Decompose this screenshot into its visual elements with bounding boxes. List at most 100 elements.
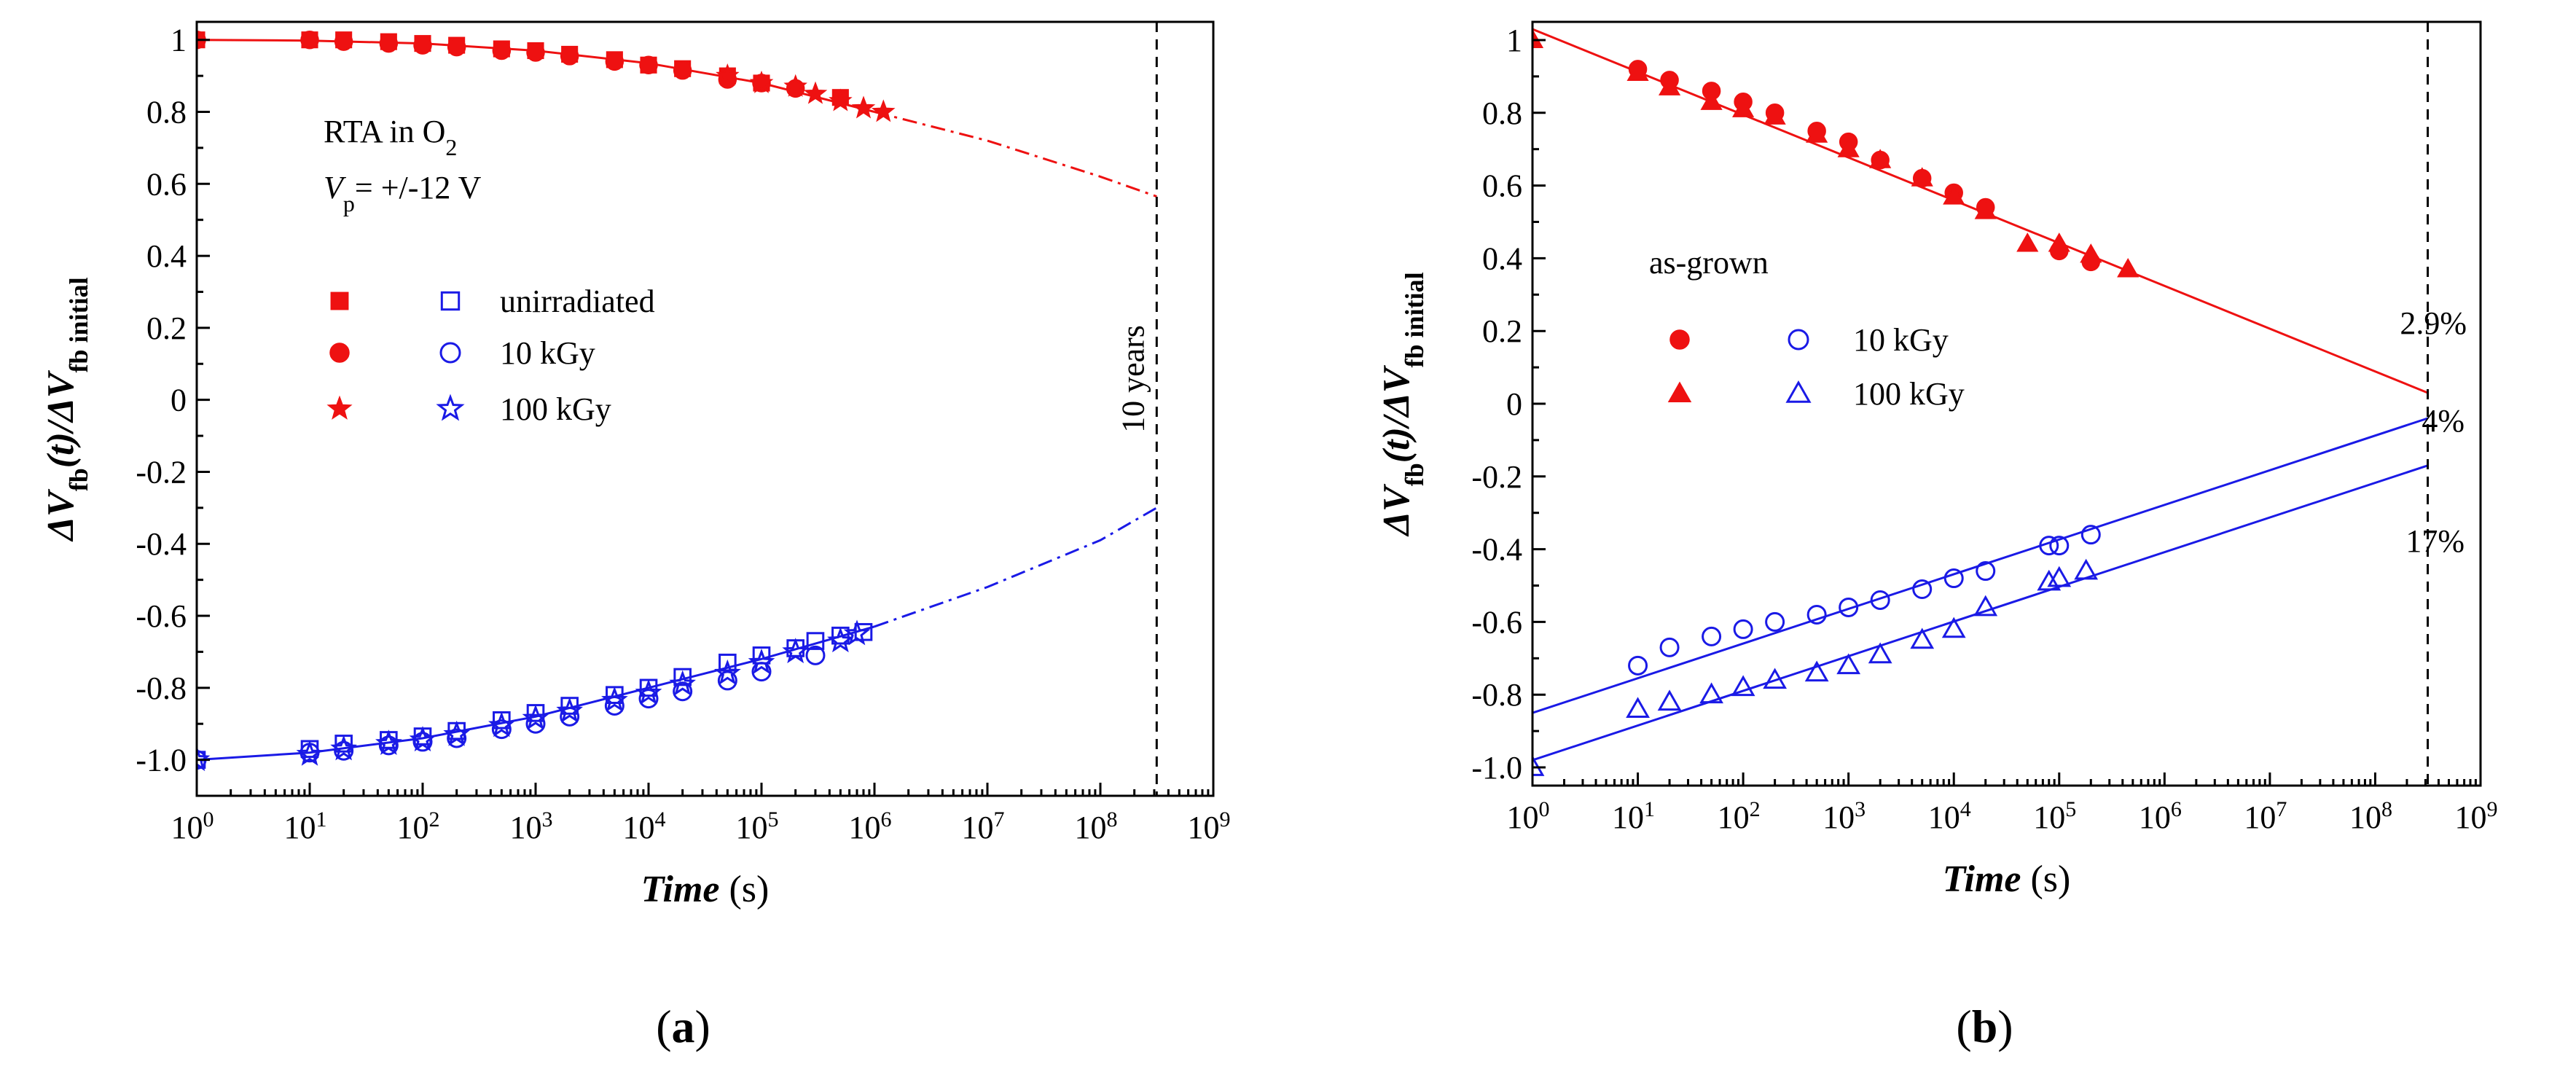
data-point bbox=[1839, 597, 1859, 617]
data-point bbox=[1628, 655, 1648, 676]
data-point bbox=[1976, 561, 1996, 582]
y-tick-label: 1 bbox=[1506, 23, 1522, 58]
data-point bbox=[560, 47, 579, 66]
fit-line bbox=[1532, 464, 2428, 762]
y-tick-label: -0.8 bbox=[1471, 677, 1522, 713]
x-tick-label: 107 bbox=[2244, 797, 2287, 836]
data-point bbox=[2048, 232, 2070, 252]
x-tick-label: 100 bbox=[1507, 797, 1550, 836]
data-point bbox=[803, 81, 828, 104]
data-point bbox=[806, 632, 825, 650]
panel-b-labels: Time (s) ΔVfb(t)/ΔVfb initial (b) as-grown 2… bbox=[1376, 245, 2467, 1052]
data-point bbox=[1657, 689, 1682, 711]
data-point bbox=[1870, 590, 1890, 610]
data-point bbox=[447, 728, 467, 748]
panel-b-legend: 10 kGy 100 kGy bbox=[1667, 322, 1965, 412]
y-tick-label: 0.4 bbox=[146, 238, 187, 274]
y-tick-label: -1.0 bbox=[1471, 750, 1522, 786]
legend-marker-open bbox=[436, 394, 465, 421]
panel-a-marks bbox=[197, 22, 1158, 796]
x-tick-label: 102 bbox=[1718, 797, 1761, 836]
ten-years-label: 10 years bbox=[1115, 325, 1151, 433]
data-point bbox=[409, 726, 436, 752]
x-tick-label: 108 bbox=[1075, 807, 1118, 846]
x-axis-label: Time (s) bbox=[1943, 858, 2071, 900]
data-point bbox=[2047, 566, 2072, 587]
x-tick-label: 106 bbox=[849, 807, 892, 846]
y-tick-label: -0.2 bbox=[136, 454, 187, 490]
data-point bbox=[783, 74, 807, 97]
data-point bbox=[843, 619, 871, 646]
y-axis-label: ΔVfb(t)/ΔVfb initial bbox=[1376, 272, 1429, 536]
data-point bbox=[1532, 28, 1544, 49]
x-axis-label: Time (s) bbox=[641, 869, 770, 910]
data-point bbox=[714, 659, 741, 685]
x-tick-label: 108 bbox=[2349, 797, 2392, 836]
data-point bbox=[2037, 569, 2062, 591]
data-point bbox=[751, 662, 772, 682]
data-point bbox=[1836, 653, 1861, 675]
x-tick-label: 104 bbox=[623, 807, 666, 846]
data-point bbox=[1659, 637, 1680, 657]
data-point bbox=[673, 60, 692, 80]
legend-label: 100 kGy bbox=[500, 391, 611, 427]
data-point bbox=[1658, 76, 1681, 95]
y-tick-label: 0.6 bbox=[1482, 168, 1522, 204]
panel-b-axes: 100 101 102 103 104 105 106 107 108 109 1 0.8 0.6 0.4… bbox=[1471, 20, 2498, 836]
y-tick-label: 0.2 bbox=[146, 310, 187, 346]
legend-label: 100 kGy bbox=[1853, 376, 1965, 412]
data-point bbox=[719, 653, 737, 672]
data-point bbox=[1532, 755, 1545, 776]
data-point bbox=[1973, 595, 1998, 617]
panel-b-marks bbox=[1532, 22, 2430, 786]
y-tick-label: 1 bbox=[171, 23, 187, 58]
data-point bbox=[716, 63, 740, 86]
data-point bbox=[1731, 675, 1755, 697]
data-point bbox=[871, 99, 896, 122]
data-point bbox=[673, 681, 693, 702]
data-point bbox=[1626, 697, 1650, 719]
data-point bbox=[1911, 167, 1933, 187]
data-point bbox=[1943, 185, 1965, 205]
panel-label: (b) bbox=[1956, 1001, 2013, 1052]
data-point bbox=[491, 719, 512, 740]
data-point bbox=[447, 37, 466, 57]
panel-a-labels: Time (s) ΔVfb(t)/ΔVfb initial (a) RTA in O2… bbox=[40, 114, 1151, 1052]
data-point bbox=[1910, 627, 1935, 649]
data-point bbox=[1837, 138, 1860, 157]
vp-annotation: Vp= +/-12 V bbox=[324, 170, 482, 216]
y-tick-label: 0.8 bbox=[146, 94, 187, 130]
x-tick-label: 104 bbox=[1928, 797, 1971, 836]
y-tick-label: -0.8 bbox=[136, 670, 187, 706]
data-point bbox=[2016, 232, 2039, 252]
plot-frame bbox=[195, 20, 1215, 797]
data-point bbox=[635, 678, 662, 705]
data-point bbox=[197, 746, 211, 772]
data-point bbox=[1733, 619, 1753, 639]
data-point bbox=[443, 720, 470, 746]
data-point bbox=[375, 729, 402, 755]
data-point bbox=[522, 704, 549, 730]
y-tick-label: -0.2 bbox=[1471, 459, 1522, 495]
data-point bbox=[805, 645, 826, 665]
panel-b: 100 101 102 103 104 105 106 107 108 109 1 0.8 0.6 0.4… bbox=[1376, 20, 2498, 1052]
legend-label: 10 kGy bbox=[1853, 322, 1949, 358]
data-point bbox=[1702, 626, 1722, 646]
panel-a-axes: 100 101 102 103 104 105 106 107 108 109 1 0.8 0.6 0.4… bbox=[136, 20, 1231, 846]
x-tick-label: 105 bbox=[2033, 797, 2076, 836]
fit-line bbox=[874, 506, 1158, 628]
legend-label: 10 kGy bbox=[500, 335, 595, 371]
data-point bbox=[1806, 123, 1828, 143]
data-point bbox=[1943, 568, 1964, 589]
data-point bbox=[1806, 604, 1827, 625]
pct-red-label: 2.9% bbox=[2400, 305, 2467, 341]
legend-marker-filled bbox=[1667, 381, 1692, 402]
legend-marker-open bbox=[1785, 380, 1812, 403]
data-point bbox=[300, 30, 319, 50]
data-point bbox=[748, 648, 775, 674]
data-point bbox=[330, 735, 357, 761]
plot-frame bbox=[1531, 20, 2482, 787]
x-tick-label: 109 bbox=[1188, 807, 1231, 846]
data-point bbox=[1700, 90, 1723, 110]
as-grown-label: as-grown bbox=[1649, 245, 1769, 281]
